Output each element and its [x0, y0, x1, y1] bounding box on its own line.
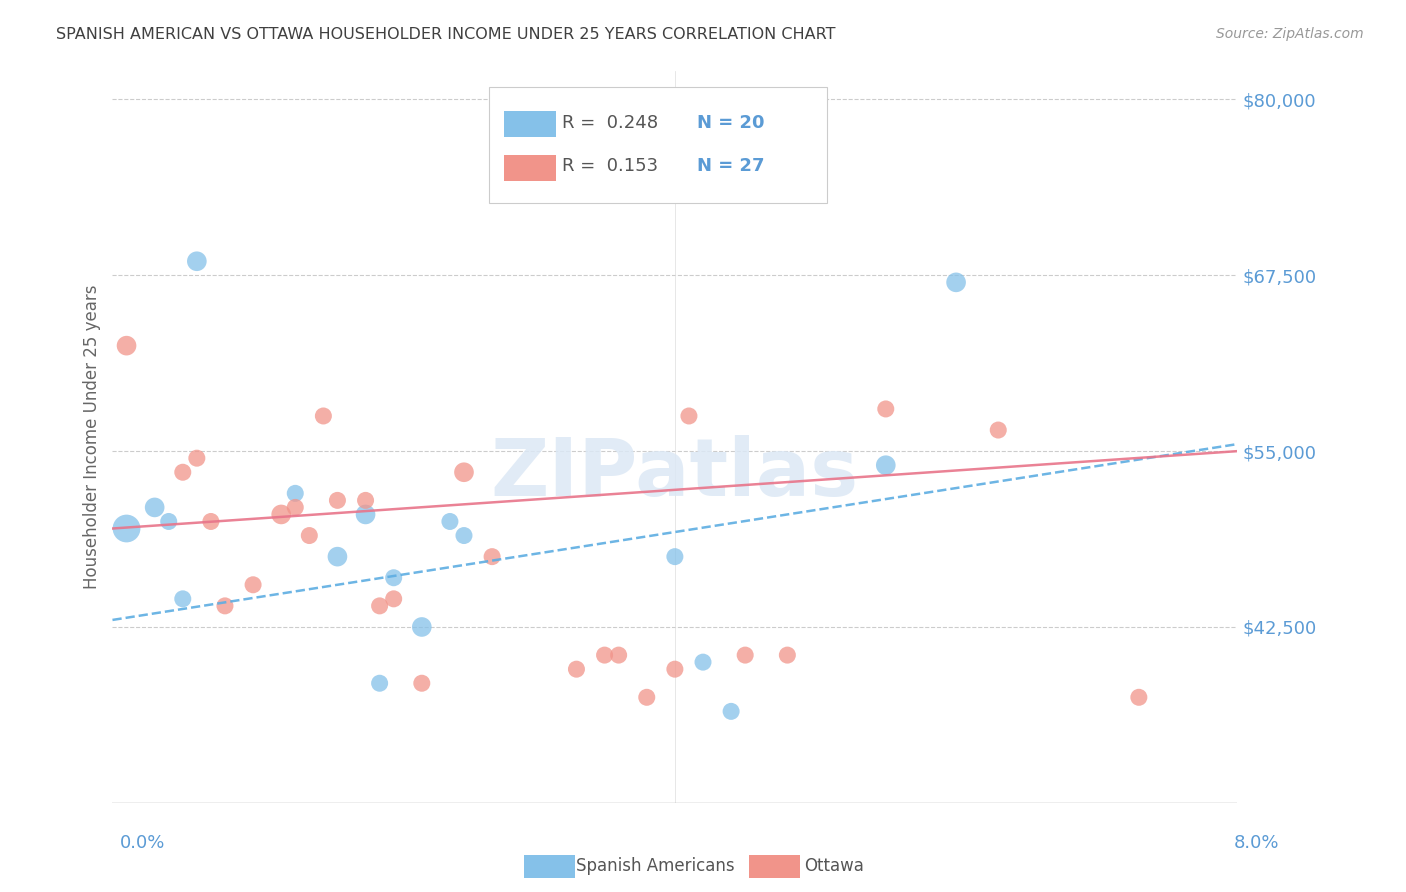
Text: ZIPatlas: ZIPatlas	[491, 434, 859, 513]
Point	[115, 521, 138, 535]
Point	[776, 648, 799, 662]
FancyBboxPatch shape	[503, 154, 555, 181]
Point	[439, 515, 461, 529]
Point	[411, 620, 433, 634]
Point	[186, 451, 208, 466]
Text: 8.0%: 8.0%	[1234, 834, 1279, 852]
Point	[172, 591, 194, 606]
Point	[692, 655, 714, 669]
Point	[382, 571, 405, 585]
Text: R =  0.153: R = 0.153	[562, 158, 658, 176]
Point	[354, 508, 377, 522]
Text: N = 27: N = 27	[697, 158, 765, 176]
Point	[481, 549, 503, 564]
Point	[875, 458, 897, 473]
Point	[945, 276, 967, 290]
Point	[115, 338, 138, 352]
Point	[875, 401, 897, 416]
Point	[270, 508, 292, 522]
Text: Source: ZipAtlas.com: Source: ZipAtlas.com	[1216, 27, 1364, 41]
Point	[354, 493, 377, 508]
Point	[1128, 690, 1150, 705]
Text: 0.0%: 0.0%	[120, 834, 165, 852]
Point	[298, 528, 321, 542]
Point	[326, 493, 349, 508]
Point	[312, 409, 335, 423]
Point	[411, 676, 433, 690]
Point	[284, 486, 307, 500]
Point	[565, 662, 588, 676]
Point	[368, 599, 391, 613]
FancyBboxPatch shape	[489, 87, 827, 203]
Point	[678, 409, 700, 423]
Point	[636, 690, 658, 705]
Text: N = 20: N = 20	[697, 113, 765, 131]
Text: Spanish Americans: Spanish Americans	[576, 857, 735, 875]
Text: SPANISH AMERICAN VS OTTAWA HOUSEHOLDER INCOME UNDER 25 YEARS CORRELATION CHART: SPANISH AMERICAN VS OTTAWA HOUSEHOLDER I…	[56, 27, 835, 42]
Point	[453, 528, 475, 542]
Point	[607, 648, 630, 662]
Text: R =  0.248: R = 0.248	[562, 113, 658, 131]
Point	[200, 515, 222, 529]
Point	[664, 549, 686, 564]
Point	[143, 500, 166, 515]
Point	[987, 423, 1010, 437]
FancyBboxPatch shape	[503, 111, 555, 137]
Point	[157, 515, 180, 529]
Point	[382, 591, 405, 606]
Point	[734, 648, 756, 662]
Point	[720, 705, 742, 719]
Point	[242, 578, 264, 592]
Point	[593, 648, 616, 662]
Point	[664, 662, 686, 676]
Point	[368, 676, 391, 690]
Point	[284, 500, 307, 515]
Y-axis label: Householder Income Under 25 years: Householder Income Under 25 years	[83, 285, 101, 590]
Point	[186, 254, 208, 268]
Point	[172, 465, 194, 479]
Text: Ottawa: Ottawa	[804, 857, 865, 875]
Point	[214, 599, 236, 613]
Point	[453, 465, 475, 479]
Point	[326, 549, 349, 564]
